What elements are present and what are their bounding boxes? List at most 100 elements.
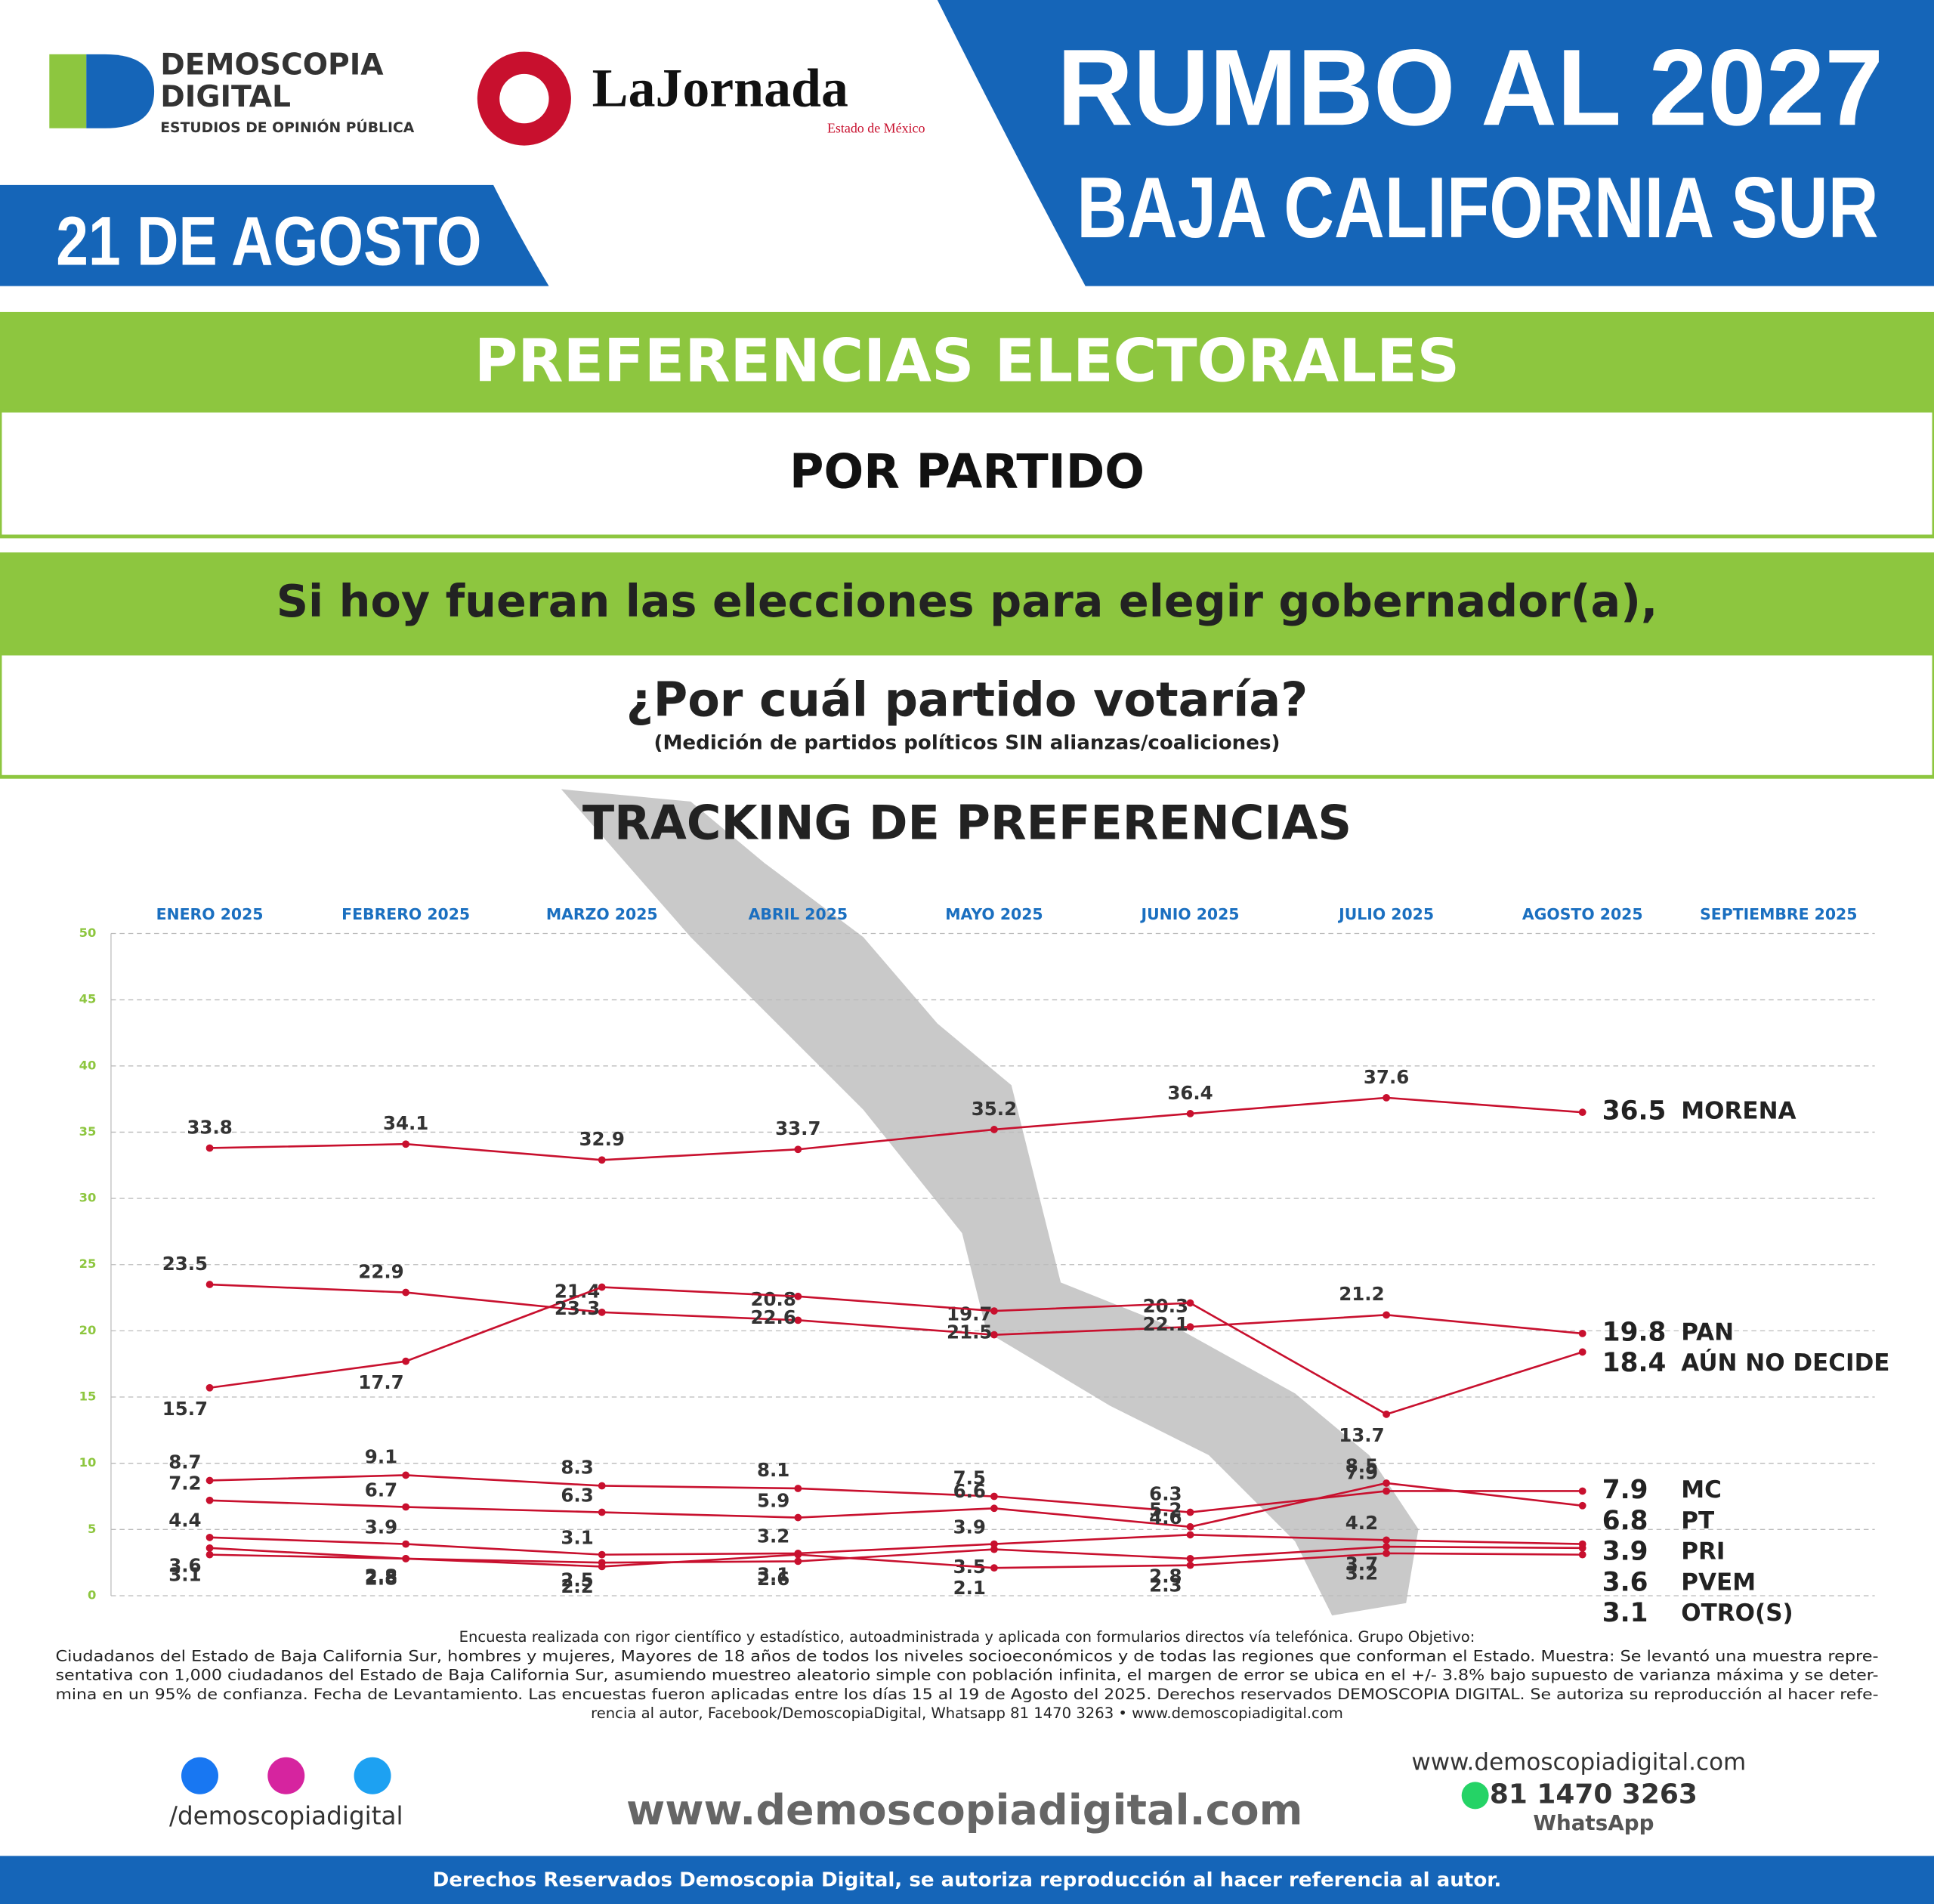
series-line (209, 1474, 1583, 1513)
data-point (1186, 1554, 1194, 1562)
data-point (794, 1485, 802, 1492)
legend-entry: MC (1681, 1476, 1722, 1504)
data-point (402, 1471, 410, 1479)
legend-entry: PRI (1681, 1538, 1725, 1566)
data-point (1186, 1561, 1194, 1569)
y-tick-label: 15 (79, 1389, 97, 1404)
data-point (990, 1540, 998, 1548)
data-point (794, 1513, 802, 1522)
facebook-icon[interactable] (181, 1757, 218, 1794)
y-tick-label: 40 (79, 1058, 97, 1072)
methodology-line: Ciudadanos del Estado de Baja California… (55, 1647, 1878, 1664)
legend-entry: MORENA (1681, 1098, 1796, 1125)
band (0, 311, 1934, 413)
data-label: 21.5 (947, 1321, 992, 1343)
data-label: 3.1 (561, 1526, 593, 1548)
x-tick-label: FEBRERO 2025 (341, 905, 470, 923)
data-label: 33.8 (187, 1116, 232, 1138)
phone: 81 1470 3263 (1490, 1779, 1698, 1810)
data-point (1578, 1348, 1586, 1356)
data-label: 22.6 (750, 1306, 796, 1328)
x-tick-label: AGOSTO 2025 (1522, 905, 1643, 923)
legend-entry: AÚN NO DECIDE (1681, 1349, 1889, 1377)
date: 21 DE AGOSTO (56, 203, 481, 280)
data-label: 34.1 (383, 1112, 428, 1134)
legend-entry: PT (1681, 1507, 1714, 1535)
main-title: RUMBO AL 2027 (1057, 27, 1883, 148)
data-point (205, 1533, 214, 1541)
legend-entry: OTRO(S) (1681, 1600, 1793, 1627)
methodology: Encuesta realizada con rigor científico … (55, 1628, 1878, 1722)
y-tick-label: 0 (88, 1587, 96, 1602)
data-label: 2.8 (365, 1565, 397, 1587)
chart: 0 5 10 15 20 25 30 35 40 45 50 ENERO 2025 FEBRERO 20… (79, 905, 1890, 1628)
data-label: 3.1 (168, 1563, 201, 1585)
y-tick-label: 35 (79, 1124, 97, 1139)
logo-mark (49, 54, 87, 128)
data-point (205, 1550, 214, 1559)
data-point (1578, 1108, 1586, 1117)
data-point (990, 1564, 998, 1572)
data-point (794, 1550, 802, 1559)
data-point (598, 1308, 606, 1316)
data-point (402, 1554, 410, 1562)
data-label: 20.8 (750, 1288, 796, 1310)
data-point (990, 1307, 998, 1315)
data-point (1578, 1501, 1586, 1510)
end-value-label: 19.8 (1602, 1317, 1667, 1347)
data-point (402, 1540, 410, 1548)
band (0, 651, 1934, 779)
data-point (1383, 1543, 1390, 1551)
data-label: 2.5 (561, 1569, 593, 1591)
data-label: 37.6 (1364, 1066, 1409, 1088)
data-point (990, 1331, 998, 1339)
data-point (1578, 1487, 1586, 1495)
methodology-line: mina en un 95% de confianza. Fecha de Le… (55, 1686, 1878, 1703)
data-point (598, 1482, 606, 1490)
partner-sub: Estado de México (827, 120, 925, 135)
data-label: 3.7 (1345, 1553, 1378, 1575)
instagram-icon[interactable] (267, 1757, 305, 1794)
data-point (1383, 1536, 1390, 1544)
end-value-label: 3.9 (1602, 1537, 1648, 1567)
y-tick-label: 20 (79, 1323, 97, 1337)
y-tick-label: 50 (79, 926, 97, 940)
data-label: 7.2 (168, 1473, 201, 1494)
data-label: 3.2 (757, 1525, 789, 1547)
data-point (598, 1550, 606, 1559)
data-label: 32.9 (579, 1128, 625, 1150)
data-point (1186, 1508, 1194, 1516)
data-point (1383, 1311, 1390, 1319)
whatsapp-icon[interactable] (1461, 1782, 1489, 1810)
y-tick-label: 45 (79, 992, 97, 1006)
rights: Derechos Reservados Demoscopia Digital, … (433, 1868, 1502, 1891)
legend-entry: PVEM (1681, 1569, 1756, 1596)
question: ¿Por cuál partido votaría? (626, 672, 1308, 727)
data-label: 3.9 (953, 1516, 986, 1538)
twitter-icon[interactable] (354, 1757, 391, 1794)
data-label: 33.7 (775, 1117, 820, 1139)
series-line (209, 1534, 1583, 1556)
band (0, 552, 1934, 654)
section-title: PREFERENCIAS ELECTORALES (474, 327, 1460, 396)
partner-name: LaJornada (592, 58, 848, 119)
data-point (794, 1316, 802, 1324)
end-value-label: 7.9 (1602, 1475, 1648, 1505)
y-tick-label: 10 (79, 1455, 97, 1470)
x-tick-label: SEPTIEMBRE 2025 (1700, 905, 1857, 923)
end-value-label: 3.1 (1602, 1598, 1648, 1628)
data-point (205, 1476, 214, 1485)
methodology-line: rencia al autor, Facebook/DemoscopiaDigi… (591, 1705, 1343, 1722)
data-point (1578, 1550, 1586, 1559)
rights-bar (0, 1856, 1934, 1904)
data-label: 4.2 (1345, 1512, 1378, 1534)
data-label: 21.2 (1339, 1283, 1384, 1305)
data-point (205, 1544, 214, 1552)
data-label: 3.2 (1345, 1562, 1378, 1584)
data-point (1186, 1531, 1194, 1539)
chart-title: TRACKING DE PREFERENCIAS (582, 796, 1352, 851)
data-label: 7.9 (1345, 1462, 1378, 1484)
y-tick-label: 30 (79, 1191, 97, 1205)
methodology-line: sentativa con 1,000 ciudadanos del Estad… (55, 1667, 1878, 1684)
